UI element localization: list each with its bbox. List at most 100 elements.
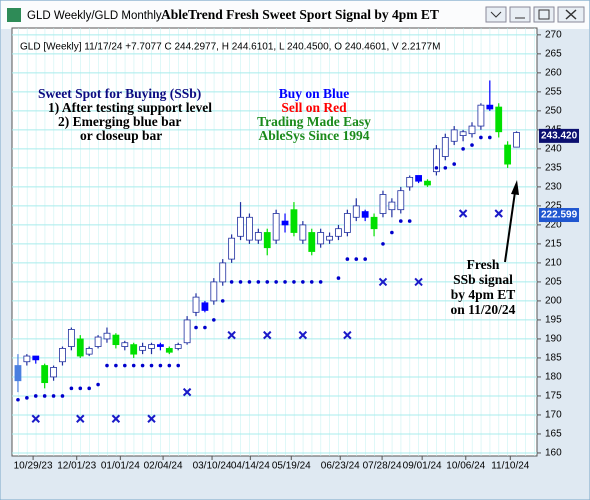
support-dot <box>238 280 243 284</box>
candle <box>103 327 111 343</box>
cross-marker <box>263 330 272 340</box>
x-tick-label: 01/01/24 <box>101 461 140 472</box>
y-tick-label: 250 <box>545 106 562 117</box>
candle-body <box>246 216 253 241</box>
candle-body <box>228 237 236 260</box>
candle-body <box>450 129 458 142</box>
support-dot <box>345 257 350 261</box>
candle-body <box>504 144 512 165</box>
x-tick-label: 12/01/23 <box>57 461 96 472</box>
candle <box>157 342 164 351</box>
support-dot <box>354 257 359 261</box>
candle-body <box>210 281 218 302</box>
cross-marker <box>111 414 121 423</box>
candle <box>432 145 440 176</box>
support-dot <box>220 299 225 303</box>
support-dot <box>381 242 385 246</box>
candle <box>130 342 138 358</box>
support-dot <box>78 386 83 391</box>
candle <box>397 186 405 214</box>
signal-arrow <box>504 180 519 263</box>
candle-body <box>165 348 173 353</box>
y-tick-label: 185 <box>545 353 562 364</box>
support-dot <box>247 280 252 284</box>
candle <box>41 363 49 389</box>
support-dot <box>122 363 127 368</box>
cross-marker <box>494 209 503 218</box>
y-tick-label: 240 <box>545 144 562 155</box>
candle-body <box>192 296 200 313</box>
candle-body <box>201 302 209 311</box>
candle-body <box>424 180 431 186</box>
candle-body <box>335 228 342 237</box>
support-dot <box>292 280 296 284</box>
support-dot <box>390 230 394 235</box>
candle-body <box>32 355 40 361</box>
support-dot <box>212 318 216 322</box>
candle <box>228 234 236 263</box>
candle <box>504 141 512 168</box>
chart-title: AbleTrend Fresh Sweet Sport Signal by 4p… <box>161 7 439 22</box>
support-dot <box>479 135 483 140</box>
candle <box>317 228 325 248</box>
support-dot <box>33 394 38 398</box>
candle-body <box>513 132 520 148</box>
x-tick-label: 02/04/24 <box>144 461 183 472</box>
candle-body <box>477 104 485 127</box>
candle <box>290 202 298 237</box>
x-tick-label: 10/29/23 <box>14 461 53 472</box>
candle-body <box>299 224 307 241</box>
collapse-button[interactable] <box>485 6 507 23</box>
cross-marker <box>227 330 236 340</box>
candle-body <box>139 346 147 351</box>
support-dot <box>105 363 109 368</box>
annotation: Sweet Spot for Buying (SSb) <box>38 86 201 101</box>
candle-body <box>41 365 49 384</box>
candle-body <box>103 332 111 340</box>
annotation: or closeup bar <box>80 128 162 143</box>
candle <box>513 131 520 148</box>
candle-body <box>397 190 405 211</box>
support-dot <box>470 143 474 147</box>
y-tick-label: 260 <box>545 67 562 78</box>
minimize-button[interactable] <box>509 6 531 23</box>
maximize-button[interactable] <box>533 6 555 23</box>
x-tick-label: 11/10/24 <box>491 461 530 472</box>
candle-body <box>85 348 93 355</box>
support-dot <box>167 363 172 368</box>
support-dot <box>158 363 163 368</box>
support-dot <box>336 276 341 280</box>
y-tick-label: 230 <box>545 182 562 193</box>
y-tick-label: 195 <box>545 315 562 326</box>
support-dot <box>16 397 20 402</box>
x-tick-label: 05/19/24 <box>272 461 311 472</box>
support-dot <box>256 280 261 284</box>
support-dot <box>51 394 56 398</box>
support-dot <box>194 325 198 330</box>
support-dot <box>301 280 305 284</box>
candle-body <box>23 355 31 363</box>
y-tick-label: 220 <box>545 220 562 231</box>
candle <box>139 342 147 355</box>
arrow-shaft <box>504 191 516 263</box>
support-dot <box>452 162 457 166</box>
candle <box>450 126 458 146</box>
candle <box>201 300 209 313</box>
cross-marker <box>298 330 308 340</box>
icon <box>538 9 550 20</box>
x-tick-label: 09/01/24 <box>403 461 442 472</box>
y-tick-label: 205 <box>545 277 562 288</box>
candle-body <box>486 104 494 110</box>
y-tick-label: 160 <box>545 448 562 459</box>
candle <box>254 228 262 244</box>
candle <box>441 133 449 161</box>
arrow-head <box>511 180 519 195</box>
cross-marker <box>458 209 468 218</box>
candle-body <box>183 319 191 344</box>
candle <box>326 232 333 244</box>
annotation: Buy on Blue <box>279 86 350 101</box>
candle <box>237 202 244 241</box>
app-icon[interactable] <box>7 8 21 22</box>
candle <box>343 209 351 237</box>
annotation: SSb signal <box>453 272 513 287</box>
